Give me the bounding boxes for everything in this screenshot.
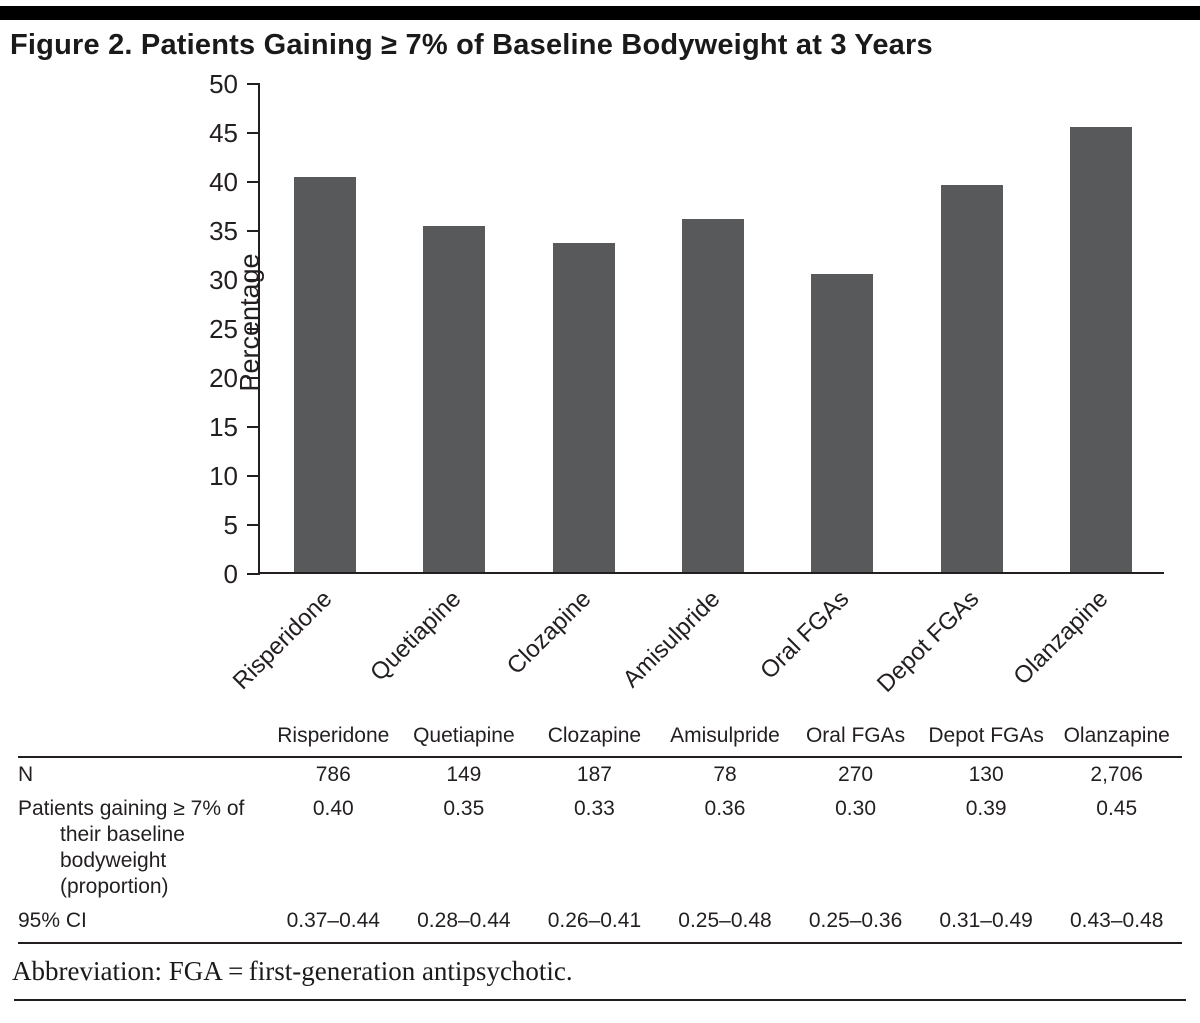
table-row: N 786 149 187 78 270 130 2,706: [18, 758, 1182, 792]
y-tick-label: 45: [209, 118, 238, 148]
cell-quetiapine: 0.35: [443, 797, 485, 820]
bar-oral-fgas: [811, 274, 874, 572]
y-tick-label: 30: [209, 265, 238, 295]
column-header-depot-fgas: Depot FGAs: [928, 724, 1044, 747]
bar-amisulpride: [682, 219, 744, 572]
y-tick-mark: [247, 181, 260, 183]
plot-area: 0 5 10 15 20 25 30 35 40 45 50 Risperidone Quetiapin…: [209, 69, 1164, 698]
cell-depot-fgas: 0.31–0.49: [939, 909, 1033, 932]
bar-chart: Percentage 0 5 10 15 20 25 30 35 40 45 50 Risperido…: [0, 62, 1200, 722]
y-tick-mark: [247, 524, 260, 526]
abbreviation-footnote: Abbreviation: FGA = first-generation ant…: [12, 956, 573, 986]
cell-risperidone: 0.37–0.44: [286, 909, 380, 932]
cell-clozapine: 0.33: [573, 797, 615, 820]
cell-risperidone: 786: [315, 763, 351, 786]
cell-depot-fgas: 0.39: [965, 797, 1007, 820]
cell-amisulpride: 78: [713, 763, 737, 786]
bar-quetiapine: [423, 226, 486, 572]
y-tick-label: 50: [209, 69, 238, 99]
cell-oral-fgas: 270: [838, 763, 874, 786]
cell-olanzapine: 2,706: [1090, 763, 1143, 786]
y-tick-mark: [247, 377, 260, 379]
figure-title: Figure 2. Patients Gaining ≥ 7% of Basel…: [10, 29, 933, 61]
y-tick-label: 35: [209, 216, 238, 246]
row-label-95-ci: 95% CI: [18, 909, 87, 932]
column-header-clozapine: Clozapine: [547, 724, 642, 747]
y-tick-label: 0: [223, 559, 238, 589]
y-tick-label: 40: [209, 167, 238, 197]
y-tick-label: 25: [209, 314, 238, 344]
column-header-amisulpride: Amisulpride: [670, 724, 780, 747]
y-tick-mark: [247, 279, 260, 281]
column-header-oral-fgas: Oral FGAs: [805, 724, 906, 747]
cell-olanzapine: 0.43–0.48: [1069, 909, 1164, 932]
y-tick-mark: [247, 573, 260, 575]
y-tick-label: 10: [209, 461, 238, 491]
y-tick-mark: [247, 83, 260, 85]
y-tick-mark: [247, 475, 260, 477]
column-header-quetiapine: Quetiapine: [413, 724, 515, 747]
y-tick-mark: [247, 426, 260, 428]
column-header-risperidone: Risperidone: [277, 724, 390, 747]
cell-risperidone: 0.40: [312, 797, 354, 820]
y-tick-mark: [247, 230, 260, 232]
cell-depot-fgas: 130: [968, 763, 1004, 786]
cell-amisulpride: 0.36: [704, 797, 746, 820]
table-bottom-rule: [18, 942, 1182, 944]
cell-quetiapine: 149: [446, 763, 482, 786]
y-tick-mark: [247, 328, 260, 330]
table-row: 95% CI 0.37–0.44 0.28–0.44 0.26–0.41 0.25–0.…: [18, 904, 1182, 938]
bar-risperidone: [293, 177, 356, 572]
results-table: Risperidone Quetiapine Clozapine Amisulprid…: [18, 722, 1182, 944]
cell-clozapine: 187: [576, 763, 612, 786]
cell-oral-fgas: 0.30: [835, 797, 876, 820]
y-tick-label: 20: [209, 363, 238, 393]
y-tick-label: 15: [209, 412, 238, 442]
top-rule-bar: [0, 6, 1200, 20]
table-row: Patients gaining ≥ 7% of their baseline …: [18, 792, 1182, 904]
bar-olanzapine: [1070, 127, 1133, 572]
y-tick-label: 5: [223, 510, 238, 540]
y-tick-mark: [247, 132, 260, 134]
bar-depot-fgas: [940, 184, 1003, 572]
cell-oral-fgas: 0.25–0.36: [808, 909, 903, 932]
column-header-olanzapine: Olanzapine: [1063, 724, 1170, 747]
table-header-rule: [18, 756, 1182, 758]
cell-olanzapine: 0.45: [1096, 797, 1138, 820]
bottom-rule: [14, 999, 1186, 1001]
row-label-patients-gaining-7-of-their-ba: Patients gaining ≥ 7% of their baseline …: [18, 797, 245, 898]
cell-clozapine: 0.26–0.41: [547, 909, 642, 932]
bar-clozapine: [552, 242, 615, 572]
cell-amisulpride: 0.25–0.48: [678, 909, 772, 932]
table-row: Risperidone Quetiapine Clozapine Amisulprid…: [18, 722, 1182, 756]
cell-quetiapine: 0.28–0.44: [417, 909, 511, 932]
row-label-n: N: [18, 763, 34, 786]
table-corner-cell: [18, 722, 268, 724]
